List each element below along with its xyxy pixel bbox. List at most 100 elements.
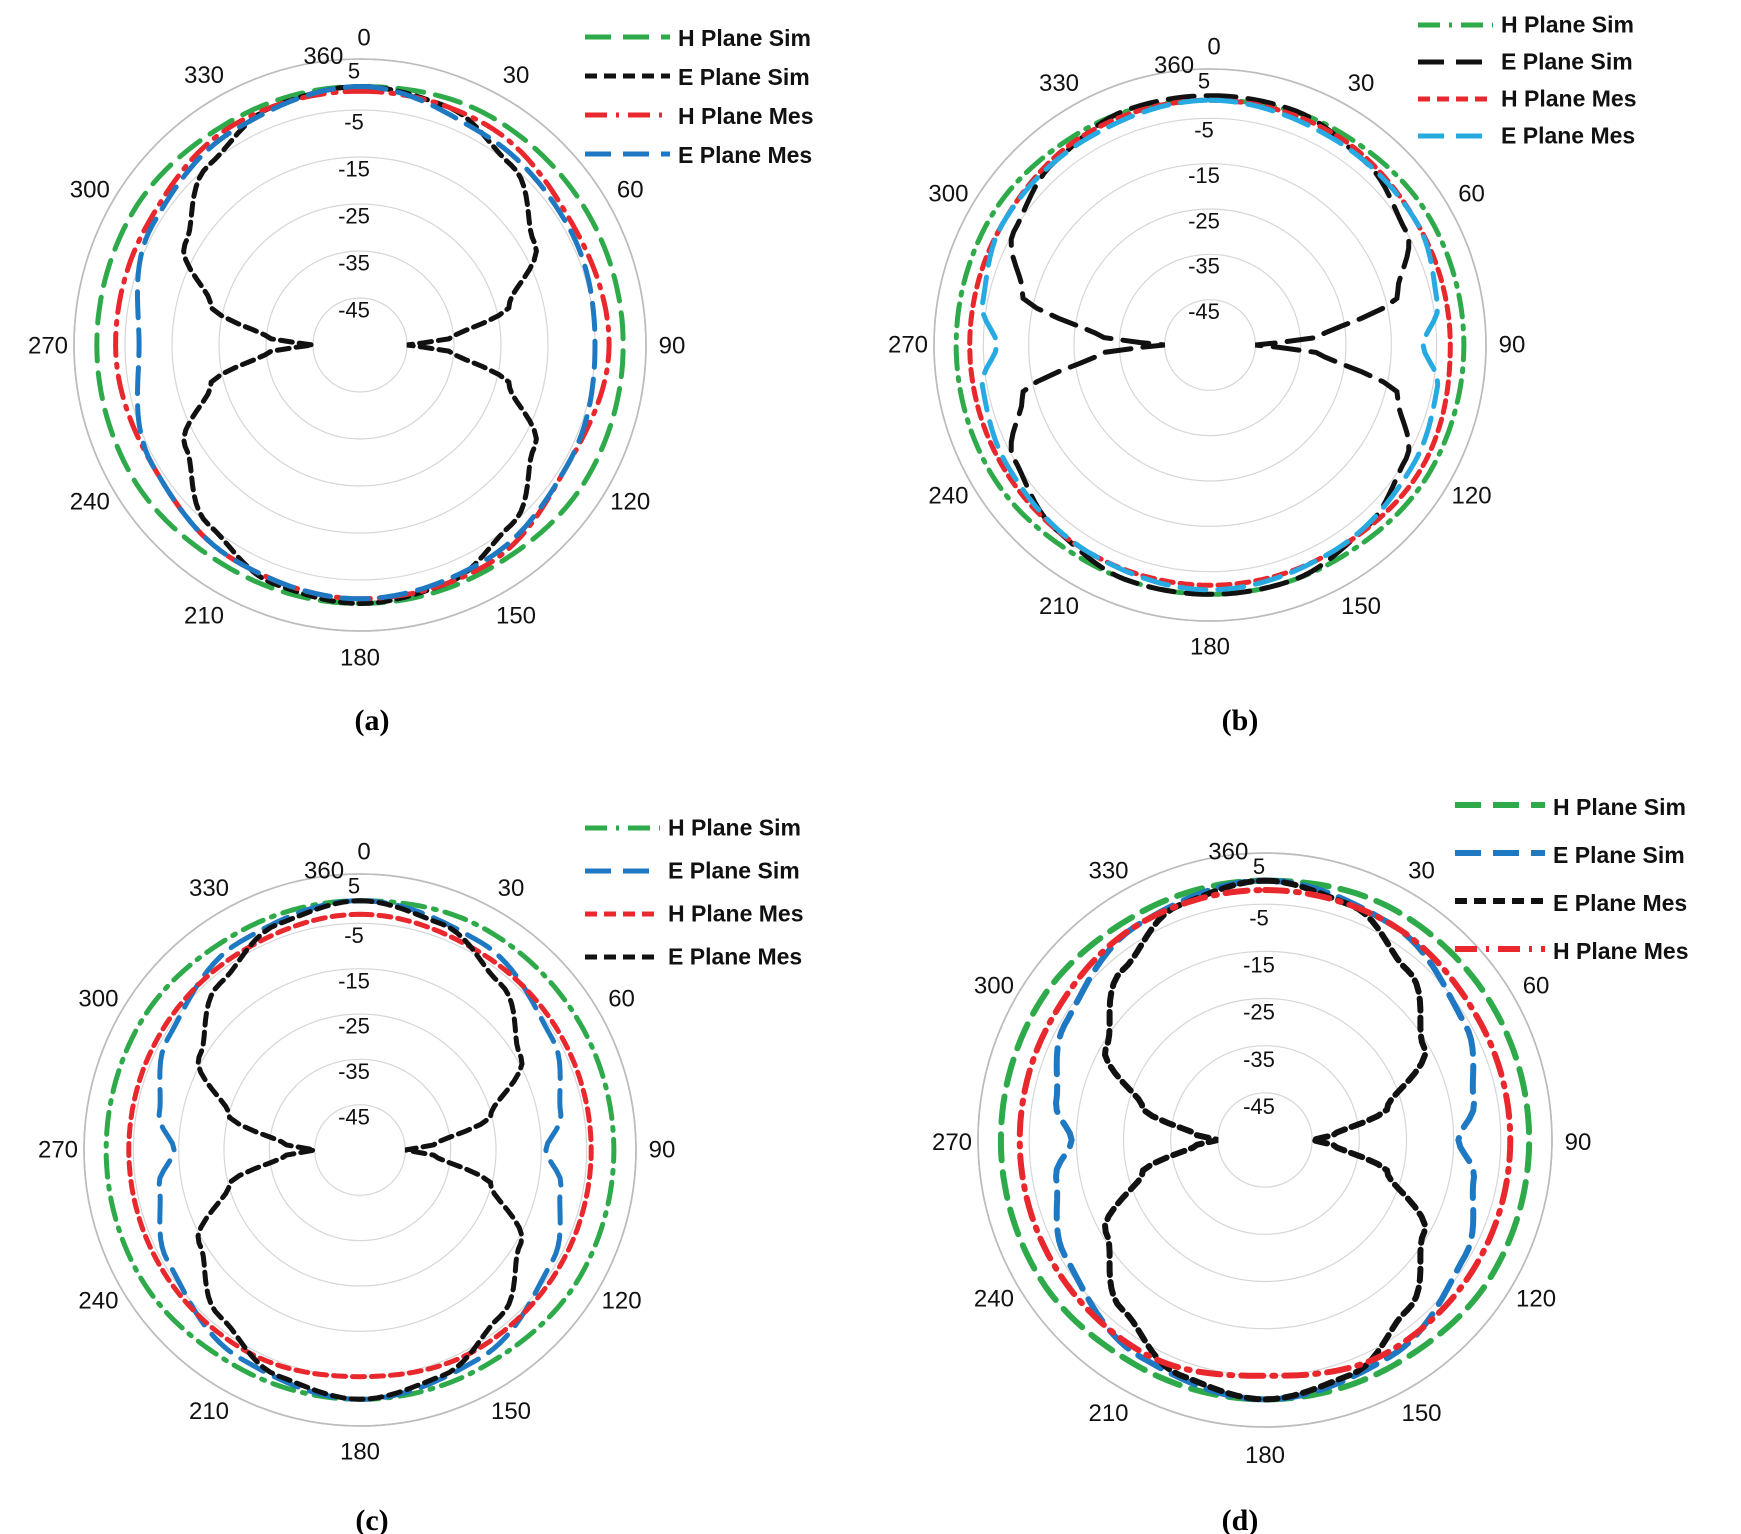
outer-ring: [933, 68, 1487, 622]
grid-ring: [178, 968, 542, 1332]
polar-chart-c: 5 -5 -15 -25 -35 -45 0 360 30 60 90 120 150 180 210 240…: [38, 815, 804, 1534]
angle-tick-label: 120: [610, 488, 650, 515]
angle-tick-label: 120: [1452, 482, 1492, 509]
polar-chart-d: 5 -5 -15 -25 -35 -45 360 30 60 90 120 150 180 210 240 2…: [932, 794, 1689, 1534]
angle-tick-label: 330: [1039, 70, 1079, 97]
radial-tick-label: -5: [344, 923, 364, 948]
angle-tick-label: 60: [608, 986, 635, 1013]
grid-ring: [83, 873, 637, 1427]
radial-tick-label: -25: [338, 204, 370, 229]
angle-tick-label: 90: [1499, 331, 1526, 358]
angle-tick-label: 360: [1208, 839, 1248, 866]
outer-ring: [83, 873, 637, 1427]
angle-tick-label: 30: [1408, 858, 1435, 885]
angle-tick-label: 180: [340, 644, 380, 671]
series-line-e-plane-sim: [1008, 93, 1412, 597]
angle-tick-label: 270: [28, 332, 68, 359]
angle-tick-label: 90: [649, 1137, 676, 1164]
angle-tick-label: 150: [1341, 593, 1381, 620]
series-line-e-plane-mes: [195, 898, 525, 1402]
angle-tick-label: 330: [1088, 858, 1128, 885]
legend-entry: E Plane Mes: [668, 944, 802, 970]
angle-tick-label: 60: [1523, 972, 1550, 999]
legend: H Plane Sim E Plane Sim E Plane Mes H Plane…: [1455, 794, 1689, 964]
legend-entry: E Plane Sim: [1501, 48, 1633, 74]
angle-tick-label: 360: [304, 857, 344, 884]
angle-tick-label: 300: [974, 972, 1014, 999]
grid-ring: [982, 117, 1438, 573]
angle-tick-label: 270: [932, 1129, 972, 1156]
radial-tick-label: -45: [1243, 1094, 1275, 1119]
series-line-e-plane-mes: [135, 83, 598, 602]
angle-tick-label: 90: [1565, 1129, 1592, 1156]
angle-tick-label: 180: [340, 1439, 380, 1466]
angle-tick-label: 120: [602, 1288, 642, 1315]
panel-caption: (a): [355, 704, 390, 737]
outer-ring: [73, 58, 647, 632]
radial-tick-label: -15: [1243, 952, 1275, 977]
angle-tick-label: 120: [1516, 1285, 1556, 1312]
legend-entry: H Plane Mes: [1501, 85, 1637, 111]
legend-entry: H Plane Mes: [1553, 938, 1689, 964]
angle-tick-label: 270: [38, 1137, 78, 1164]
series-line-e-plane-sim: [181, 83, 539, 607]
radial-tick-label: 5: [348, 59, 360, 84]
legend-entry: H Plane Mes: [678, 103, 814, 129]
radial-tick-label: -35: [1243, 1047, 1275, 1072]
angle-tick-label: 60: [1458, 180, 1485, 207]
panel-caption: (b): [1222, 704, 1259, 737]
radial-tick-label: -45: [338, 298, 370, 323]
angle-tick-label: 330: [189, 875, 229, 902]
legend-entry: E Plane Sim: [1553, 842, 1685, 868]
legend-entry: H Plane Sim: [668, 815, 801, 841]
grid-ring: [171, 156, 549, 534]
grid-ring: [1028, 163, 1392, 527]
radial-tick-label: -35: [338, 251, 370, 276]
legend: H Plane Sim E Plane Sim H Plane Mes E Plane…: [585, 815, 804, 970]
legend-entry: E Plane Sim: [678, 64, 810, 90]
radial-tick-label: 5: [1198, 68, 1210, 93]
grid-ring: [268, 1058, 452, 1242]
angle-tick-label: 180: [1245, 1442, 1285, 1469]
angle-tick-label: 150: [496, 603, 536, 630]
legend-entry: H Plane Sim: [1553, 794, 1686, 820]
radial-tick-label: -25: [1188, 208, 1220, 233]
grid-ring: [265, 250, 455, 440]
angle-tick-label: 150: [491, 1398, 531, 1425]
legend-entry: H Plane Sim: [1501, 11, 1634, 37]
angle-tick-label: 210: [1088, 1400, 1128, 1427]
angle-tick-label: 30: [1348, 70, 1375, 97]
radial-tick-label: 5: [348, 874, 360, 899]
legend-entry: E Plane Sim: [668, 858, 800, 884]
angle-tick-label: 300: [928, 180, 968, 207]
angle-tick-label: 210: [189, 1398, 229, 1425]
angle-tick-label: 30: [498, 875, 525, 902]
radial-tick-label: -5: [1249, 905, 1269, 930]
angle-tick-label: 30: [503, 62, 530, 89]
grid-ring: [1118, 253, 1302, 437]
grid-ring: [223, 1013, 497, 1287]
polar-chart-a: 5 -5 -15 -25 -35 -45 0 360 30 60 90 120 150 180 210 240…: [28, 24, 814, 737]
radial-tick-label: -5: [344, 110, 364, 135]
angle-tick-label: 180: [1190, 633, 1230, 660]
angle-tick-label: 270: [888, 331, 928, 358]
polar-chart-b: 5 -5 -15 -25 -35 -45 0 360 30 60 90 120 150 180 210 240…: [888, 11, 1637, 737]
angle-tick-label: 360: [303, 43, 343, 70]
angle-tick-label: 330: [184, 62, 224, 89]
legend-entry: E Plane Mes: [1553, 890, 1687, 916]
outer-ring: [977, 852, 1553, 1428]
radial-tick-label: -35: [338, 1059, 370, 1084]
legend-entry: E Plane Mes: [678, 142, 812, 168]
series-line-e-plane-mes: [1101, 877, 1429, 1403]
grid-ring: [1073, 208, 1347, 482]
legend-entry: H Plane Mes: [668, 901, 804, 927]
grid-ring: [977, 852, 1553, 1428]
grid-ring: [1170, 1045, 1360, 1235]
panel-caption: (d): [1222, 1504, 1259, 1534]
angle-tick-label: 240: [78, 1288, 118, 1315]
radial-tick-label: -35: [1188, 254, 1220, 279]
angle-tick-label: 90: [659, 332, 686, 359]
radial-tick-label: -25: [338, 1014, 370, 1039]
grid-ring: [1122, 997, 1408, 1283]
angle-tick-label: 240: [70, 488, 110, 515]
